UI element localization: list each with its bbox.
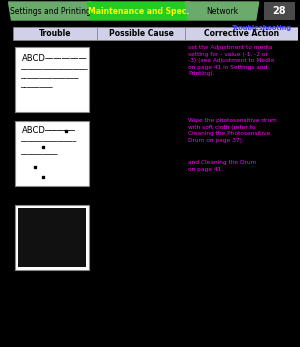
Text: ──────────────────: ────────────────── <box>20 77 79 82</box>
Text: Wipe the photosensitive drum
with soft cloth (refer to
Cleaning the Photosensiti: Wipe the photosensitive drum with soft c… <box>188 118 277 143</box>
Text: and Cleaning the Drum
on page 41.: and Cleaning the Drum on page 41. <box>188 160 256 172</box>
Polygon shape <box>87 2 190 20</box>
Text: ──────────────────: ────────────────── <box>20 68 88 73</box>
Text: ──────────: ────────── <box>20 86 53 91</box>
Text: ABCD──────: ABCD────── <box>22 126 76 135</box>
FancyBboxPatch shape <box>14 27 97 40</box>
Text: ABCD—————: ABCD————— <box>22 54 88 63</box>
Text: Corrective Action: Corrective Action <box>204 29 279 38</box>
Text: 28: 28 <box>272 6 286 16</box>
FancyBboxPatch shape <box>15 47 89 112</box>
FancyBboxPatch shape <box>18 208 86 267</box>
FancyBboxPatch shape <box>15 205 89 270</box>
Text: Trouble: Trouble <box>39 29 71 38</box>
Text: Maintenance and Spec.: Maintenance and Spec. <box>88 7 189 16</box>
FancyBboxPatch shape <box>264 2 295 20</box>
Polygon shape <box>185 2 259 20</box>
FancyBboxPatch shape <box>97 27 185 40</box>
Text: Possible Cause: Possible Cause <box>109 29 173 38</box>
Polygon shape <box>8 2 92 20</box>
Text: set the Adjustment to media
setting for - value (-1, -2 or
-3) (see Adjustment t: set the Adjustment to media setting for … <box>188 45 274 76</box>
Text: ───────────────: ─────────────── <box>20 140 76 145</box>
Text: Troubleshooting: Troubleshooting <box>232 25 292 31</box>
FancyBboxPatch shape <box>185 27 298 40</box>
Text: ──────────: ────────── <box>20 153 58 158</box>
Text: Network: Network <box>206 7 238 16</box>
FancyBboxPatch shape <box>15 121 89 186</box>
Text: Settings and Printing: Settings and Printing <box>10 7 91 16</box>
